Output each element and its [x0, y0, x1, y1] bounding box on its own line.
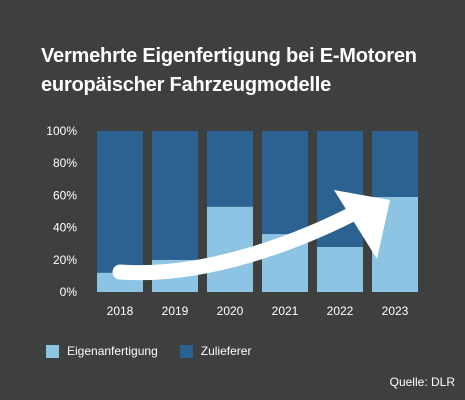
- chart-title-line-2: europäischer Fahrzeugmodelle: [41, 74, 332, 96]
- legend-swatch-supplier: [179, 344, 193, 358]
- chart-title-line-1: Vermehrte Eigenfertigung bei E-Motoren: [41, 45, 417, 67]
- legend: Eigenanfertigung Zulieferer: [46, 344, 273, 358]
- bar-supplier-2018: [97, 131, 143, 273]
- chart-title: Vermehrte Eigenfertigung bei E-Motoren e…: [41, 42, 461, 100]
- legend-label-supplier: Zulieferer: [200, 344, 252, 358]
- y-tick-label: 20%: [53, 253, 77, 267]
- legend-item-supplier: Zulieferer: [179, 344, 252, 358]
- trend-arrowhead: [334, 190, 390, 259]
- trend-arrow: [112, 200, 372, 281]
- y-axis: 0% 20% 40% 60% 80% 100%: [46, 124, 77, 299]
- legend-swatch-own: [46, 344, 59, 358]
- legend-label-own: Eigenanfertigung: [67, 344, 158, 358]
- y-tick-label: 80%: [53, 156, 77, 170]
- y-tick-label: 40%: [53, 221, 77, 235]
- bar-supplier-2021: [262, 131, 308, 235]
- y-tick-label: 60%: [53, 188, 77, 202]
- x-tick-label-2018: 2018: [107, 304, 134, 318]
- source-note: Quelle: DLR: [389, 375, 455, 389]
- x-tick-label-2021: 2021: [272, 304, 299, 318]
- bar-supplier-2023: [372, 131, 418, 198]
- x-tick-label-2020: 2020: [217, 304, 244, 318]
- y-tick-label: 0%: [60, 285, 78, 299]
- bar-supplier-2020: [207, 131, 253, 207]
- x-tick-label-2023: 2023: [382, 304, 409, 318]
- bars-group: [97, 131, 418, 292]
- x-tick-label-2019: 2019: [162, 304, 189, 318]
- x-tick-label-2022: 2022: [327, 304, 354, 318]
- legend-item-own: Eigenanfertigung: [46, 344, 158, 358]
- bar-own-2022: [317, 246, 363, 292]
- x-axis: 2018 2019 2020 2021 2022 2023: [107, 304, 409, 318]
- bar-supplier-2019: [152, 131, 198, 260]
- y-tick-label: 100%: [46, 124, 77, 138]
